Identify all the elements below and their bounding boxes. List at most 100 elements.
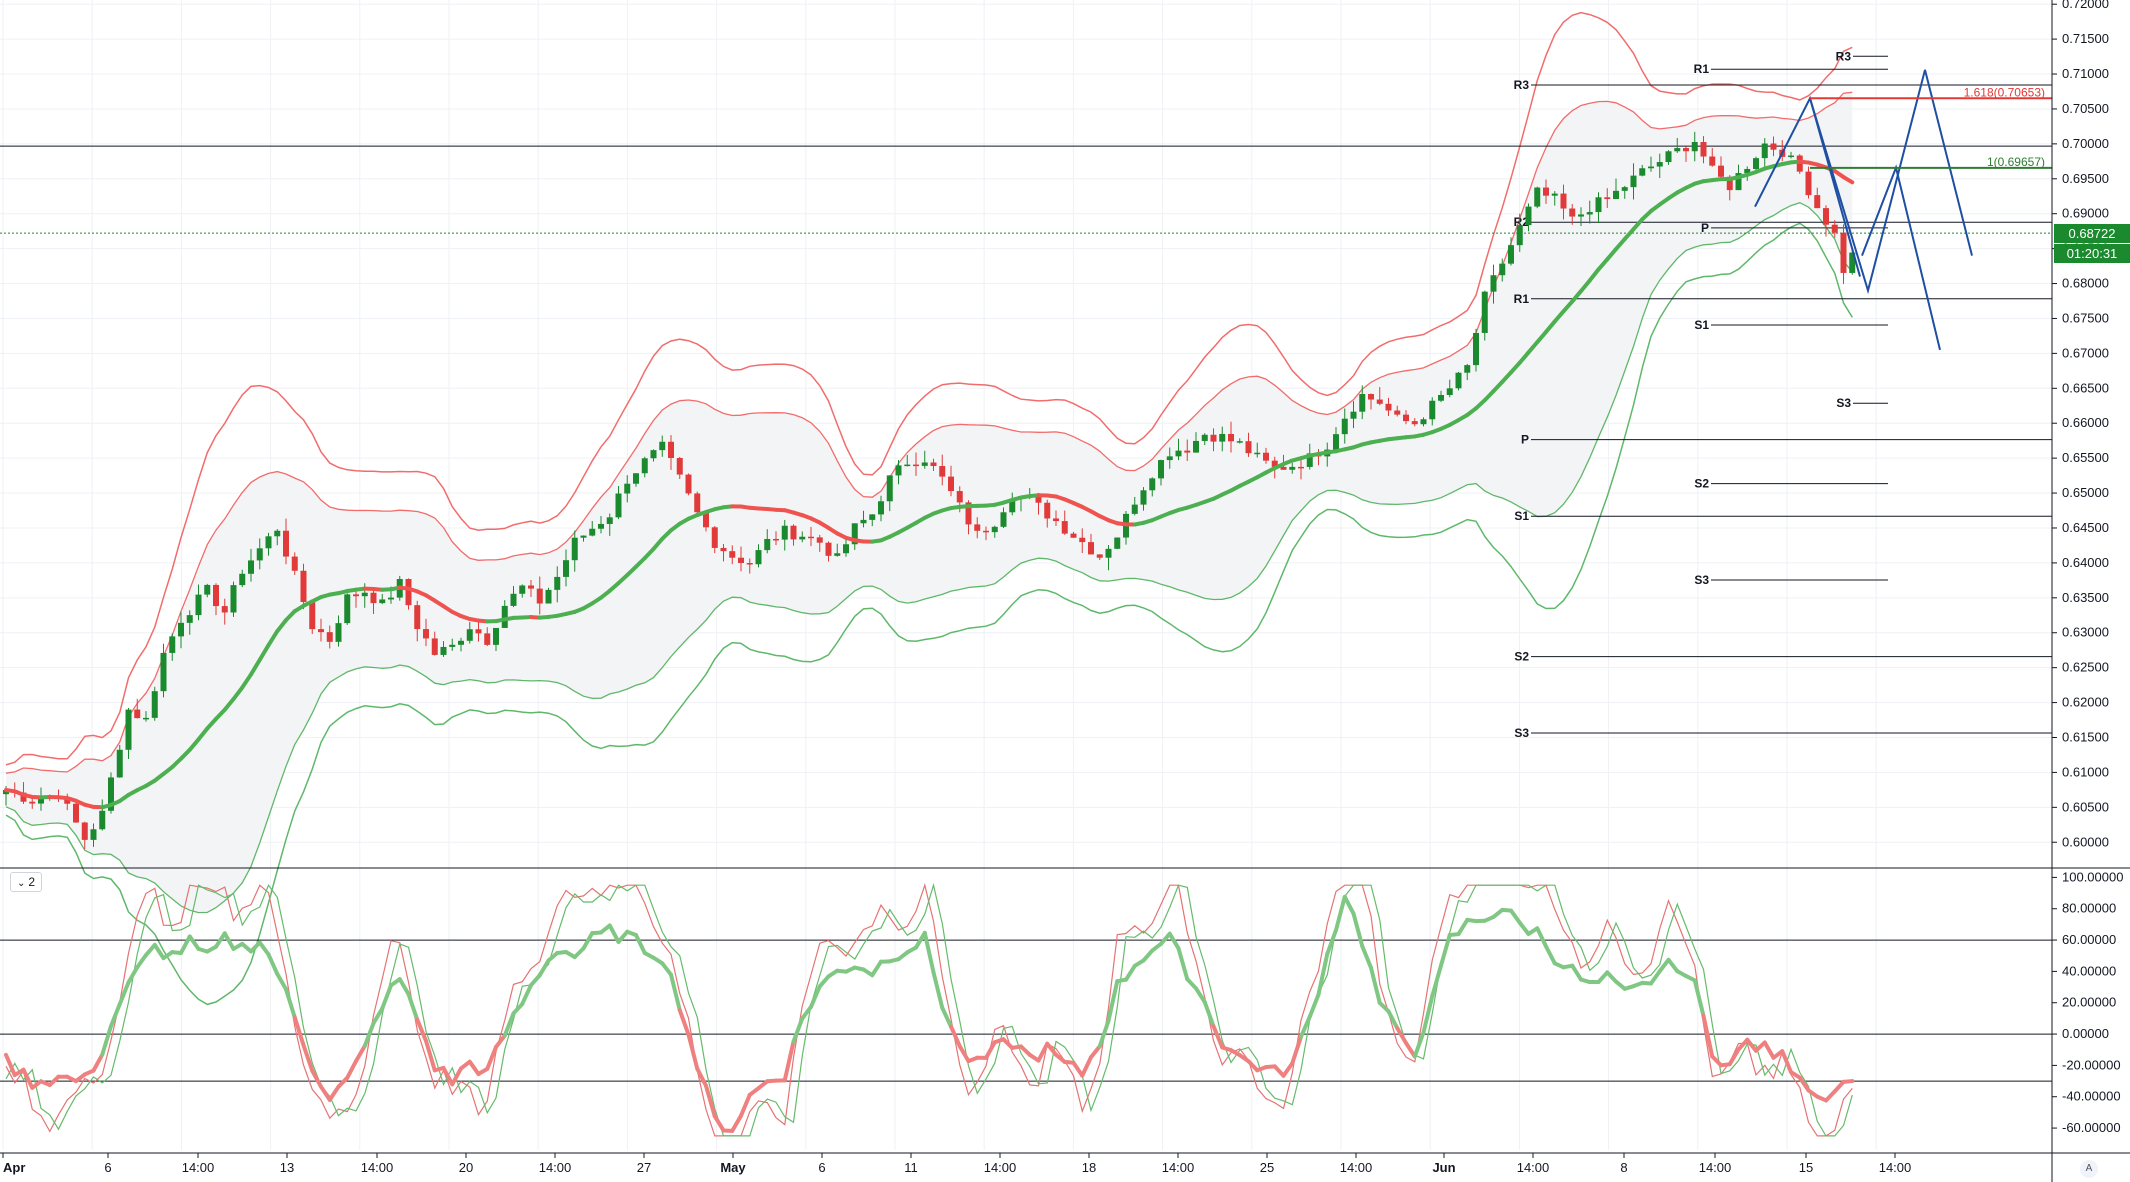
oscillator-tick-label: 60.00000 xyxy=(2062,932,2116,947)
candle-body xyxy=(598,523,604,529)
candle-body xyxy=(1184,450,1191,453)
stoch-k-line xyxy=(5,883,1853,1137)
basis-segment xyxy=(284,609,297,623)
candle-body xyxy=(1595,197,1602,213)
time-tick-label: 27 xyxy=(637,1160,651,1175)
basis-segment xyxy=(1552,309,1566,324)
candle-body xyxy=(29,801,36,804)
candle-body xyxy=(169,636,176,653)
candle-body xyxy=(414,605,421,630)
time-tick-label: 14:00 xyxy=(984,1160,1017,1175)
oscillator-segment xyxy=(47,1074,61,1088)
oscillator-segment xyxy=(1386,1009,1400,1031)
oscillator-segment xyxy=(1404,1040,1417,1059)
oscillator-segment xyxy=(1535,926,1548,949)
candle-body xyxy=(676,458,683,475)
basis-segment xyxy=(1491,379,1505,394)
oscillator-segment xyxy=(1430,963,1443,999)
oscillator-segment xyxy=(345,1059,358,1080)
candlestick-series xyxy=(3,131,1856,850)
fib-level-label: 1.618(0.70653) xyxy=(1964,85,2045,99)
oscillator-segment xyxy=(1106,979,1120,1023)
pivot-label-daily: R1 xyxy=(1694,62,1710,76)
candle-body xyxy=(1516,225,1523,246)
candle-body xyxy=(361,592,368,597)
oscillator-segment xyxy=(441,1065,455,1087)
candle-body xyxy=(493,627,499,645)
oscillator-segment xyxy=(782,1039,796,1083)
oscillator-segment xyxy=(91,1052,105,1073)
candle-body xyxy=(773,538,779,541)
oscillator-segment xyxy=(187,934,201,951)
basis-segment xyxy=(1517,350,1531,365)
basis-segment xyxy=(275,618,288,634)
price-tick-label: 0.67500 xyxy=(2062,310,2109,325)
candle-body xyxy=(1298,466,1304,469)
oscillator-segment xyxy=(450,1066,463,1087)
candle-body xyxy=(248,560,254,574)
time-tick-label: 14:00 xyxy=(182,1160,215,1175)
time-tick-label: Apr xyxy=(3,1160,25,1175)
oscillator-segment xyxy=(529,973,542,988)
projection-line xyxy=(1754,69,1973,295)
candle-body xyxy=(1490,275,1497,292)
candle-body xyxy=(913,464,919,467)
candle-body xyxy=(1525,206,1532,226)
candle-body xyxy=(475,629,482,634)
basis-segment xyxy=(240,672,253,690)
oscillator-segment xyxy=(1141,948,1155,963)
oscillator-segment xyxy=(424,1038,437,1073)
stoch-d-line xyxy=(5,882,1853,1137)
oscillator-segment xyxy=(319,1084,332,1102)
candle-body xyxy=(1166,456,1173,461)
oscillator-segment xyxy=(1159,931,1172,946)
candle-body xyxy=(1149,478,1156,491)
candle-body xyxy=(1543,187,1549,196)
candle-body xyxy=(904,464,911,467)
price-tick-label: 0.67000 xyxy=(2062,345,2109,360)
price-tick-label: 0.66500 xyxy=(2062,380,2109,395)
oscillator-segment xyxy=(21,1067,35,1090)
oscillator-segment xyxy=(677,1008,691,1037)
oscillator-segment xyxy=(1097,1018,1111,1049)
oscillator-segment xyxy=(257,940,271,957)
candle-body xyxy=(1131,504,1138,514)
candle-body xyxy=(204,584,211,595)
fib-levels: 1.618(0.70653) 1(0.69657) xyxy=(1810,85,2052,169)
candle-body xyxy=(1665,151,1672,163)
oscillator-tick-label: -20.00000 xyxy=(2062,1057,2121,1072)
candle-body xyxy=(1289,466,1296,470)
oscillator-segment xyxy=(1762,1040,1776,1060)
oscillator-segment xyxy=(249,940,262,954)
basis-segment xyxy=(1631,217,1645,232)
time-tick-label: 15 xyxy=(1799,1160,1813,1175)
basis-segment xyxy=(196,726,210,742)
candle-body xyxy=(1394,410,1401,415)
oscillator-segment xyxy=(704,1083,717,1119)
time-tick-label: 13 xyxy=(280,1160,294,1175)
oscillator-collapse-toggle[interactable]: ⌄ 2 xyxy=(10,872,43,892)
candle-body xyxy=(1569,208,1576,217)
pivot-label-weekly: S3 xyxy=(1514,726,1529,740)
candle-body xyxy=(930,462,937,467)
candle-body xyxy=(431,638,438,655)
candle-body xyxy=(685,474,692,494)
candle-body xyxy=(151,691,158,718)
basis-segment xyxy=(1570,289,1583,304)
oscillator-segment xyxy=(1290,1034,1303,1066)
candle-body xyxy=(1350,411,1357,419)
price-tick-label: 0.70500 xyxy=(2062,101,2109,116)
oscillator-segment xyxy=(135,953,148,970)
candle-body xyxy=(213,584,219,607)
candle-body xyxy=(318,629,324,633)
oscillator-segment xyxy=(1246,1059,1260,1073)
candle-body xyxy=(256,548,263,561)
price-tick-label: 0.66000 xyxy=(2062,415,2109,430)
oscillator-segment xyxy=(984,1040,997,1060)
time-tick-label: Jun xyxy=(1432,1160,1455,1175)
candle-body xyxy=(781,525,788,540)
auto-scale-button[interactable]: A xyxy=(2080,1160,2098,1178)
candle-body xyxy=(1333,434,1339,450)
